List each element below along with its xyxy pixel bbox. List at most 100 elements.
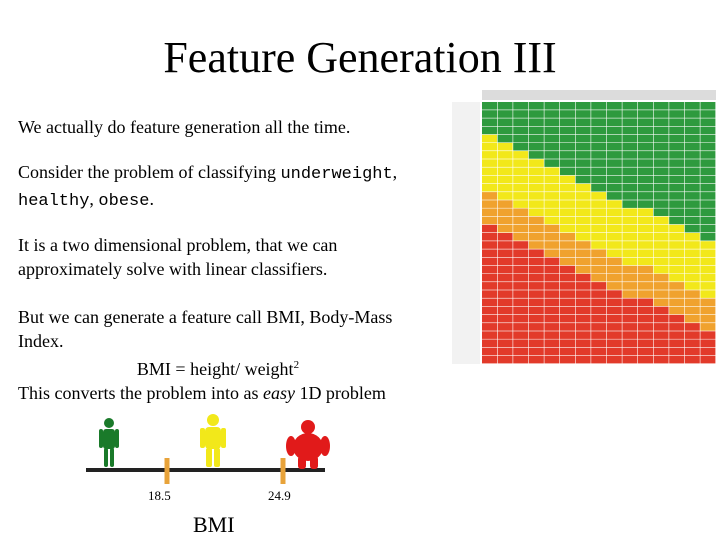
bmi-grid-cell xyxy=(575,347,591,356)
bmi-grid-cell xyxy=(497,183,513,192)
bmi-grid-cell xyxy=(513,134,529,143)
bmi-grid-cell xyxy=(528,298,544,307)
bmi-grid-cell xyxy=(528,126,544,135)
bmi-grid-cell xyxy=(575,265,591,274)
bmi-grid-cell xyxy=(700,134,716,143)
bmi-grid-cell xyxy=(684,331,700,339)
bmi-grid-cell xyxy=(700,257,716,266)
bmi-grid-cell xyxy=(591,339,607,347)
bmi-grid-cell xyxy=(497,282,513,290)
bmi-grid-cell xyxy=(622,265,638,274)
bmi-grid-cell xyxy=(622,102,638,110)
bmi-grid-cell xyxy=(638,159,653,167)
bmi-grid-cell xyxy=(700,298,716,307)
bmi-grid-cell xyxy=(606,306,622,315)
bmi-grid-cell xyxy=(606,273,622,282)
bmi-grid-cell xyxy=(560,233,575,241)
bmi-grid-cell xyxy=(513,265,529,274)
bmi-grid-cell xyxy=(513,151,529,159)
bmi-grid-cell xyxy=(591,241,607,249)
bmi-grid-cell xyxy=(528,110,544,118)
bmi-grid-cell xyxy=(591,265,607,274)
bmi-grid-cell xyxy=(638,306,653,315)
bmi-grid-cell xyxy=(560,118,575,126)
bmi-grid-cell xyxy=(606,216,622,225)
bmi-grid-cell xyxy=(622,175,638,184)
bmi-grid-cell xyxy=(638,282,653,290)
bmi-grid-cell xyxy=(528,233,544,241)
bmi-grid-cell xyxy=(575,298,591,307)
bmi-grid-cell xyxy=(684,151,700,159)
bmi-grid-cell xyxy=(591,110,607,118)
bmi-grid-cell xyxy=(482,298,497,307)
bmi-grid-cell xyxy=(560,306,575,315)
bmi-grid-cell xyxy=(669,331,685,339)
bmi-grid-cell xyxy=(482,347,497,356)
bmi-grid-cell xyxy=(497,257,513,266)
bmi-grid-cell xyxy=(669,216,685,225)
bmi-grid-cell xyxy=(575,314,591,323)
bmi-grid-cell xyxy=(544,175,560,184)
bmi-grid-cell xyxy=(528,265,544,274)
bmi-grid-cell xyxy=(560,224,575,233)
bmi-grid-cell xyxy=(622,257,638,266)
bmi-grid-cell xyxy=(653,118,669,126)
bmi-grid-cell xyxy=(528,347,544,356)
underweight-person-icon xyxy=(99,418,119,467)
bmi-grid-cell xyxy=(575,331,591,339)
bmi-grid-cell xyxy=(700,331,716,339)
bmi-grid-cell xyxy=(669,110,685,118)
bmi-grid-cell xyxy=(622,224,638,233)
bmi-grid-cell xyxy=(622,118,638,126)
bmi-grid-cell xyxy=(482,306,497,315)
bmi-grid-cell xyxy=(575,249,591,257)
bmi-grid-cell xyxy=(544,331,560,339)
bmi-grid-cell xyxy=(669,241,685,249)
p4-line2: Index. xyxy=(18,331,64,351)
bmi-grid-cell xyxy=(560,102,575,110)
bmi-grid-cell xyxy=(528,151,544,159)
bmi-grid-cell xyxy=(653,249,669,257)
bmi-grid-cell xyxy=(684,134,700,143)
bmi-grid-cell xyxy=(575,208,591,216)
bmi-grid-cell xyxy=(497,265,513,274)
bmi-grid-cell xyxy=(513,192,529,200)
bmi-grid-cell xyxy=(497,339,513,347)
bmi-grid-cell xyxy=(497,273,513,282)
bmi-grid-cell xyxy=(638,110,653,118)
bmi-grid-cell xyxy=(528,323,544,331)
bmi-grid-cell xyxy=(700,265,716,274)
paragraph-1: We actually do feature generation all th… xyxy=(18,117,351,137)
bmi-grid-cell xyxy=(606,282,622,290)
bmi-grid-cell xyxy=(591,306,607,315)
bmi-grid-cell xyxy=(700,208,716,216)
bmi-grid-cell xyxy=(684,159,700,167)
bmi-grid-cell xyxy=(591,118,607,126)
bmi-grid-cell xyxy=(482,175,497,184)
bmi-grid-cell xyxy=(606,355,622,364)
bmi-grid-cell xyxy=(700,183,716,192)
bmi-grid-cell xyxy=(653,347,669,356)
bmi-grid-cell xyxy=(653,192,669,200)
bmi-grid-cell xyxy=(669,175,685,184)
bmi-grid-cell xyxy=(638,134,653,143)
bmi-grid-cell xyxy=(653,241,669,249)
bmi-grid-cell xyxy=(591,200,607,208)
bmi-grid-cell xyxy=(560,257,575,266)
bmi-grid-cell xyxy=(622,355,638,364)
bmi-grid-cell xyxy=(497,200,513,208)
bmi-grid-cell xyxy=(669,347,685,356)
bmi-grid-cell xyxy=(638,183,653,192)
bmi-grid-cell xyxy=(622,323,638,331)
bmi-grid-cell xyxy=(482,282,497,290)
bmi-grid-cell xyxy=(684,183,700,192)
bmi-grid-cell xyxy=(513,282,529,290)
bmi-grid-cell xyxy=(638,151,653,159)
bmi-grid-cell xyxy=(638,265,653,274)
bmi-grid-cell xyxy=(591,233,607,241)
bmi-grid-cell xyxy=(482,208,497,216)
formula-text: BMI = height/ weight xyxy=(136,359,294,379)
bmi-grid-cell xyxy=(653,126,669,135)
bmi-grid-cell xyxy=(544,241,560,249)
bmi-grid-cell xyxy=(700,314,716,323)
